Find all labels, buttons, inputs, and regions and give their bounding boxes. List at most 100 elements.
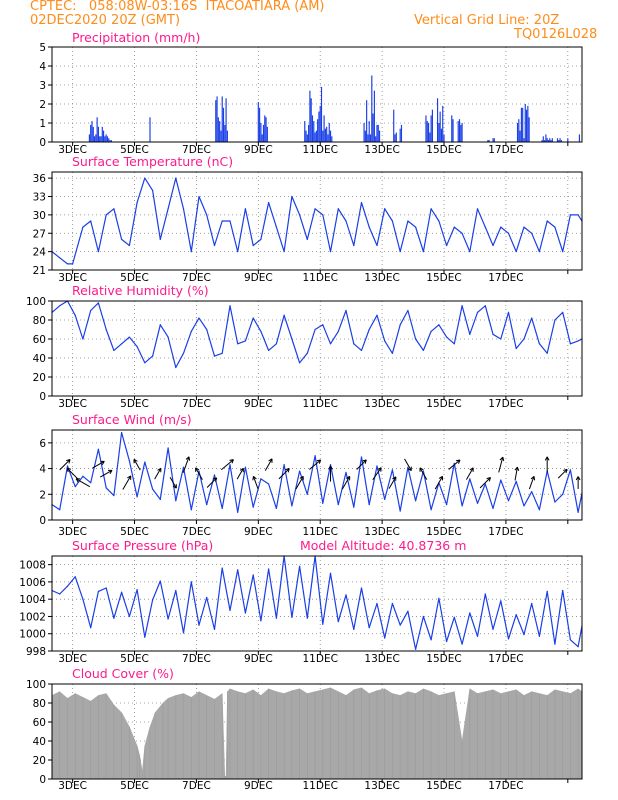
precip-bar	[264, 115, 266, 142]
y-tick-label: 1006	[19, 577, 46, 589]
precip-bar	[327, 134, 329, 142]
wind-arrow	[75, 478, 91, 488]
data-point	[438, 220, 440, 222]
precip-bar	[106, 136, 109, 142]
data-point	[237, 251, 239, 253]
data-point	[260, 478, 262, 480]
data-point	[268, 568, 270, 570]
data-point	[353, 628, 355, 631]
data-point	[175, 500, 177, 502]
data-point	[523, 633, 525, 636]
y-tick-label: 0	[39, 391, 46, 403]
data-point	[422, 615, 424, 618]
data-point	[298, 362, 301, 364]
data-point	[415, 500, 417, 502]
precip-bar	[320, 86, 323, 142]
precip-bar	[222, 107, 225, 142]
data-point	[438, 597, 440, 599]
data-point	[66, 263, 69, 265]
precip-bar	[96, 117, 98, 142]
data-point	[329, 251, 332, 253]
data-point	[407, 610, 409, 612]
wind-arrow-head	[530, 475, 536, 481]
panel-title: Precipitation (mm/h)	[72, 30, 200, 45]
data-point	[144, 636, 146, 638]
data-point	[399, 251, 401, 253]
wind-arrow-head	[108, 469, 113, 474]
data-point	[306, 617, 308, 619]
y-tick-label: 24	[33, 247, 47, 259]
data-point	[461, 643, 463, 645]
precip-bar	[431, 109, 433, 142]
panel-frame	[51, 300, 583, 397]
data-point	[206, 328, 208, 331]
y-tick-label: 3	[39, 80, 46, 92]
data-point	[531, 317, 533, 319]
precip-bar	[458, 119, 461, 142]
y-tick-label: 20	[33, 372, 46, 384]
precip-bar	[369, 134, 372, 142]
precip-bar	[364, 130, 366, 142]
data-point	[198, 470, 200, 472]
data-point	[82, 475, 84, 477]
precip-bar	[518, 119, 520, 142]
data-point	[368, 328, 370, 331]
precip-bar	[310, 98, 312, 142]
series-line	[51, 555, 583, 650]
data-point	[113, 208, 115, 210]
x-tick-label: 7DEC	[182, 653, 211, 665]
precip-bar	[460, 124, 462, 142]
data-point	[384, 637, 386, 639]
wind-arrow-head	[185, 456, 191, 461]
data-point	[484, 593, 486, 595]
data-point	[128, 336, 130, 338]
x-tick-label: 5DEC	[120, 653, 149, 665]
x-tick-label: 15DEC	[426, 526, 461, 538]
x-tick-label: 9DEC	[244, 398, 273, 410]
wind-arrow	[434, 476, 443, 490]
data-point	[159, 238, 161, 240]
data-point	[391, 220, 394, 222]
wind-arrow-head	[299, 475, 304, 481]
wind-arrow-head	[195, 467, 200, 472]
wind-arrow-head	[66, 467, 72, 473]
wind-arrow-head	[544, 456, 550, 461]
x-tick-label: 5DEC	[120, 144, 149, 156]
data-point	[523, 505, 525, 507]
data-point	[360, 587, 363, 589]
data-point	[546, 352, 548, 354]
x-tick-label: 9DEC	[244, 272, 273, 284]
data-point	[438, 324, 440, 326]
precip-bar	[265, 117, 267, 142]
x-tick-label: 3DEC	[58, 653, 87, 665]
precip-bar	[551, 138, 553, 142]
data-point	[74, 576, 76, 578]
wind-arrow	[92, 460, 105, 469]
precip-bar	[550, 140, 552, 142]
wind-arrow-head	[514, 466, 520, 471]
data-point	[82, 226, 84, 228]
wind-arrow	[100, 469, 113, 478]
data-point	[82, 338, 84, 340]
data-point	[453, 226, 455, 228]
data-point	[430, 208, 432, 210]
data-point	[546, 220, 548, 222]
data-point	[476, 635, 479, 637]
data-point	[445, 640, 448, 643]
precip-bar	[323, 115, 325, 142]
data-point	[252, 317, 254, 319]
data-point	[577, 340, 579, 342]
data-point	[72, 263, 74, 265]
wind-arrow-head	[455, 459, 461, 464]
x-tick-label: 15DEC	[426, 398, 461, 410]
y-tick-label: 30	[33, 210, 46, 222]
data-point	[368, 627, 370, 629]
precip-bar	[326, 126, 328, 142]
data-point	[190, 251, 192, 253]
precip-bar	[442, 105, 444, 142]
x-tick-label: 15DEC	[426, 144, 461, 156]
data-point	[128, 244, 130, 247]
data-point	[329, 464, 332, 466]
wind-arrow	[404, 458, 412, 471]
precip-bar	[378, 130, 381, 142]
